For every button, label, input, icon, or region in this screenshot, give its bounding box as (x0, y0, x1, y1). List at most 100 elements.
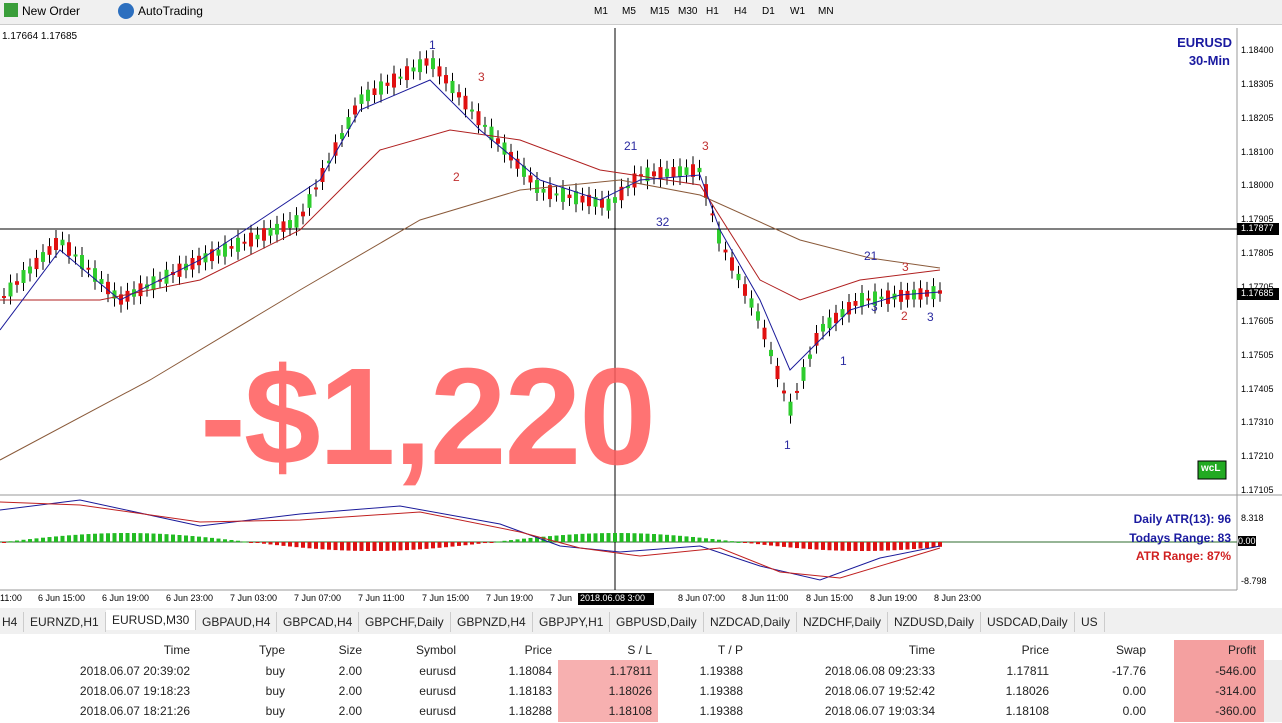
table-cell: 0.00 (1122, 684, 1146, 698)
histogram-bar (398, 542, 403, 551)
histogram-bar (15, 540, 19, 542)
candle-body (463, 95, 468, 110)
candle-body (840, 309, 845, 318)
chart-tab[interactable]: GBPJPY,H1 (533, 612, 611, 632)
candle-body (314, 187, 318, 190)
timeframe-button[interactable]: W1 (790, 6, 805, 17)
histogram-bar (873, 542, 877, 551)
histogram-bar (710, 538, 715, 542)
timeframe-button[interactable]: H1 (706, 6, 719, 17)
atr: Daily ATR(13): 96 (1133, 512, 1231, 526)
candle-body (613, 197, 617, 203)
column-header[interactable]: S / L (627, 643, 652, 657)
candle-body (489, 126, 494, 141)
column-header[interactable]: Time (908, 643, 935, 657)
candle-body (782, 390, 786, 394)
histogram-bar (242, 541, 247, 543)
time-label: 8 Jun 15:00 (806, 593, 854, 603)
table-cell: eurusd (419, 684, 456, 698)
candle-body (496, 138, 500, 144)
button[interactable]: New Order (22, 4, 81, 18)
column-header[interactable]: Profit (1227, 643, 1256, 657)
chart-tab[interactable]: NZDCHF,Daily (797, 612, 888, 632)
price-tag (1237, 223, 1279, 235)
column-header[interactable]: Type (258, 643, 285, 657)
histogram-bar (528, 537, 533, 542)
candle-body (431, 58, 435, 70)
candle-body (886, 290, 890, 304)
column-header[interactable]: Size (338, 643, 362, 657)
chart-tab[interactable]: GBPCHF,Daily (359, 612, 451, 632)
candle-body (665, 168, 669, 177)
timeframe-button[interactable]: H4 (734, 6, 747, 17)
candle-body (593, 197, 598, 207)
column-header[interactable]: Time (163, 643, 190, 657)
chart-tab[interactable]: NZDUSD,Daily (888, 612, 982, 632)
histogram-bar (886, 542, 890, 551)
badge (1197, 460, 1227, 480)
candle-body (814, 333, 819, 346)
chart-tab[interactable]: NZDCAD,Daily (704, 612, 798, 632)
chart-tab[interactable]: H4 (0, 612, 25, 632)
chart-tab[interactable]: GBPCAD,H4 (277, 612, 360, 632)
histogram-bar (502, 540, 507, 542)
histogram-bar (275, 542, 279, 546)
table-cell: -546.00 (1215, 664, 1256, 678)
timeframe-button[interactable]: M15 (650, 6, 670, 17)
candle-body (47, 246, 52, 255)
column-header[interactable]: Price (524, 643, 552, 657)
column-header[interactable]: Swap (1115, 643, 1146, 657)
candle-body (671, 167, 676, 178)
chart-tab[interactable]: EURNZD,H1 (24, 612, 106, 632)
histogram-bar (749, 542, 754, 544)
histogram-bar (567, 534, 572, 542)
histogram-bar (411, 542, 416, 550)
wave-label: 32 (656, 215, 670, 229)
candle-body (879, 296, 884, 299)
table-cell: -360.00 (1215, 704, 1256, 718)
candle-body (574, 191, 578, 205)
histogram-bar (769, 542, 773, 546)
histogram-bar (203, 537, 208, 542)
candle-body (548, 185, 552, 200)
histogram-bar (463, 542, 468, 546)
chart-tab[interactable]: EURUSD,M30 (106, 610, 197, 630)
symbol: EURUSD (1177, 35, 1232, 50)
timeframe-button[interactable]: MN (818, 6, 834, 17)
button[interactable]: AutoTrading (138, 4, 203, 18)
candle-body (502, 142, 507, 155)
histogram-bar (106, 533, 110, 542)
histogram-bar (697, 537, 702, 542)
histogram-bar (684, 536, 689, 542)
histogram-bar (522, 538, 526, 542)
column-header[interactable]: T / P (717, 643, 743, 657)
candle-body (743, 284, 747, 296)
candle-body (821, 323, 825, 332)
chart-tab[interactable]: GBPUSD,Daily (610, 612, 704, 632)
candle-body (795, 390, 799, 393)
chart-tab[interactable]: US (1075, 612, 1105, 632)
candle-body (34, 257, 39, 270)
histogram-bar (190, 536, 195, 542)
histogram-bar (476, 542, 481, 544)
timeframe-button[interactable]: D1 (762, 6, 775, 17)
chart-tab[interactable]: GBPAUD,H4 (196, 612, 278, 632)
timeframe-button[interactable]: M1 (594, 6, 608, 17)
chart-tab[interactable]: USDCAD,Daily (981, 612, 1075, 632)
histogram-bar (548, 536, 552, 542)
histogram-bar (437, 542, 442, 548)
histogram-bar (138, 533, 143, 542)
chart-tab[interactable]: GBPNZD,H4 (451, 612, 533, 632)
candle-body (450, 80, 455, 94)
column-header[interactable]: Price (1021, 643, 1049, 657)
atr-range: ATR Range: 87% (1135, 549, 1231, 563)
histogram-bar (879, 542, 884, 551)
candle-body (645, 167, 650, 182)
candle-body (236, 237, 240, 252)
candle-body (808, 354, 812, 359)
column-header[interactable]: Symbol (415, 643, 456, 657)
timeframe-button[interactable]: M5 (622, 6, 636, 17)
time-label: 7 Jun 15:00 (422, 593, 470, 603)
candle-body (736, 273, 741, 281)
timeframe-button[interactable]: M30 (678, 6, 698, 17)
